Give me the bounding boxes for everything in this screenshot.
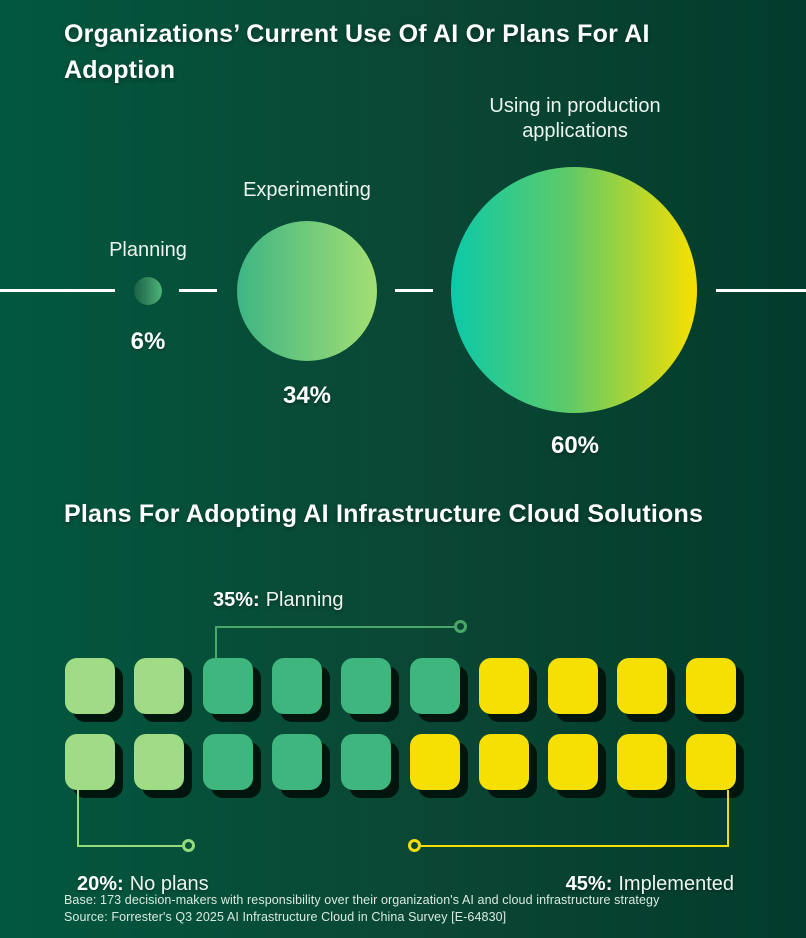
bubble-value-experimenting: 34% (282, 382, 332, 409)
implemented-connector-drop (727, 790, 729, 847)
timeline-segment-right (716, 289, 806, 292)
waffle-square-medium (410, 658, 460, 714)
callout-planning: 35%: Planning (213, 589, 344, 612)
bubble-label-planning: Planning (109, 239, 187, 261)
waffle-square-light (65, 658, 115, 714)
no-plans-connector-drop (77, 790, 79, 847)
implemented-connector-ring-icon (408, 839, 421, 852)
callout-planning-label: Planning (265, 589, 344, 611)
planning-connector-line (215, 626, 454, 628)
waffle-square-yellow (479, 658, 529, 714)
waffle-section-title: Plans For Adopting AI Infrastructure Clo… (64, 500, 704, 528)
callout-no-plans: 20%: No plans (77, 873, 209, 896)
footer-note: Base: 173 decision-makers with responsib… (64, 892, 659, 926)
bubble-production (451, 167, 697, 413)
waffle-square-yellow (617, 734, 667, 790)
waffle-square-yellow (686, 658, 736, 714)
waffle-square-yellow (686, 734, 736, 790)
timeline-segment-mid2 (395, 289, 433, 292)
planning-connector-ring-icon (454, 620, 467, 633)
bubble-value-planning: 6% (130, 328, 166, 355)
planning-connector-drop (215, 626, 217, 659)
callout-implemented-value: 45%: (565, 873, 613, 895)
waffle-square-light (65, 734, 115, 790)
waffle-square-medium (272, 734, 322, 790)
bubble-label-production: Using in production applications (489, 95, 661, 142)
bubble-label-experimenting: Experimenting (243, 179, 371, 201)
waffle-square-yellow (548, 658, 598, 714)
bubble-planning (134, 277, 162, 305)
timeline-segment-left (0, 289, 115, 292)
callout-implemented-label: Implemented (618, 873, 734, 895)
no-plans-connector-ring-icon (182, 839, 195, 852)
callout-implemented: 45%: Implemented (566, 873, 734, 896)
waffle-square-yellow (548, 734, 598, 790)
bubble-section-title: Organizations’ Current Use Of AI Or Plan… (64, 20, 650, 84)
waffle-square-light (134, 658, 184, 714)
timeline-segment-mid1 (179, 289, 217, 292)
implemented-connector-line (421, 845, 728, 847)
waffle-square-medium (341, 658, 391, 714)
waffle-grid (65, 658, 806, 798)
waffle-square-yellow (479, 734, 529, 790)
footer-base-line: Base: 173 decision-makers with responsib… (64, 893, 660, 907)
callout-planning-value: 35%: (213, 589, 260, 611)
waffle-square-medium (272, 658, 322, 714)
footer-source-line: Source: Forrester's Q3 2025 AI Infrastru… (64, 910, 507, 924)
callout-no-plans-value: 20%: (77, 873, 124, 895)
bubble-experimenting (237, 221, 377, 361)
no-plans-connector-line (77, 845, 182, 847)
waffle-square-medium (203, 734, 253, 790)
waffle-square-medium (203, 658, 253, 714)
waffle-square-yellow (617, 658, 667, 714)
waffle-square-medium (341, 734, 391, 790)
callout-no-plans-label: No plans (129, 873, 209, 895)
waffle-square-light (134, 734, 184, 790)
waffle-square-yellow (410, 734, 460, 790)
bubble-value-production: 60% (550, 432, 600, 459)
